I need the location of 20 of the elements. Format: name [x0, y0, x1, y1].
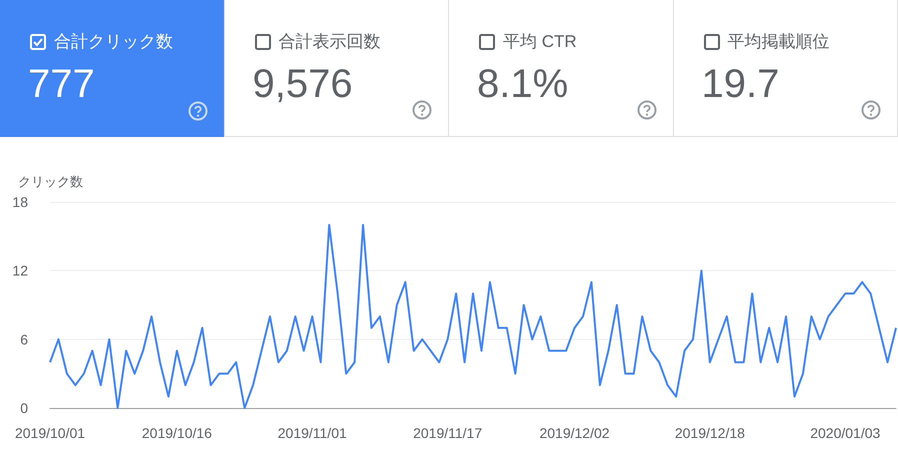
x-tick-label: 2019/10/16	[142, 425, 212, 441]
x-tick-label: 2020/01/03	[810, 425, 880, 441]
x-tick-label: 2019/12/18	[674, 425, 746, 441]
text: 8.1%	[477, 61, 568, 108]
text: 9,576	[252, 61, 353, 108]
text: 平均掲載順位	[728, 31, 830, 53]
y-tick-label: 18	[12, 194, 28, 210]
x-tick-label: 2019/11/17	[413, 425, 482, 441]
text: 合計表示回数	[278, 31, 380, 53]
x-tick-label: 2019/11/01	[278, 425, 347, 441]
x-tick-label: 2019/10/01	[14, 425, 86, 441]
text: 777	[28, 61, 95, 108]
text: 平均 CTR	[503, 31, 577, 53]
y-tick-label: 0	[20, 400, 28, 416]
y-tick-label: 12	[12, 262, 28, 279]
y-tick-label: 6	[20, 331, 28, 348]
text: 19.7	[702, 61, 780, 108]
x-tick-label: 2019/12/02	[539, 425, 610, 441]
text: 合計クリック数	[54, 31, 173, 53]
y-axis-title: クリック数	[18, 174, 83, 189]
